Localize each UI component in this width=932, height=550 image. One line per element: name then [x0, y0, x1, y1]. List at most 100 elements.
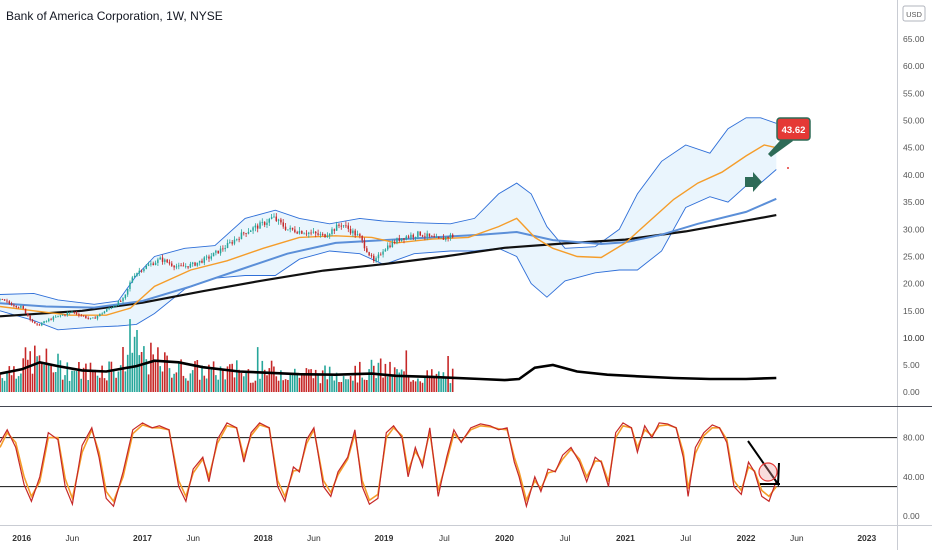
candle-body	[187, 266, 189, 268]
currency-badge[interactable]: USD	[902, 5, 926, 22]
volume-bar	[152, 354, 154, 392]
candle-body	[342, 225, 345, 227]
volume-bar	[96, 375, 99, 392]
candle-body	[13, 305, 15, 307]
volume-bar	[117, 371, 120, 392]
volume-bar	[356, 382, 359, 392]
candle-body	[175, 266, 178, 268]
volume-axis-tick: 5.00	[903, 360, 920, 370]
volume-bar	[414, 381, 417, 392]
candle-body	[236, 238, 238, 240]
price-axis-tick: 35.00	[903, 197, 925, 207]
price-axis-tick: 30.00	[903, 224, 925, 234]
volume-bar	[426, 370, 428, 392]
candle-body	[201, 260, 203, 263]
candle-body	[22, 306, 24, 309]
candle-body	[31, 319, 34, 322]
price-axis-tick: 15.00	[903, 306, 925, 316]
volume-bar	[335, 372, 338, 392]
candle-body	[96, 315, 99, 319]
candle-body	[36, 323, 38, 325]
moving-average-slow	[0, 214, 777, 318]
candle-body	[6, 300, 8, 302]
volume-bar	[3, 380, 6, 392]
time-axis-tick: 2021	[616, 533, 635, 543]
price-axis-tick: 55.00	[903, 88, 925, 98]
volume-bar	[112, 370, 115, 392]
volume-bar	[64, 375, 66, 392]
volume-bar	[182, 375, 185, 392]
candle-body	[424, 236, 426, 238]
price-callout[interactable]: 43.62	[768, 117, 811, 157]
candle-body	[80, 315, 82, 317]
candle-body	[347, 225, 349, 229]
candle-body	[180, 265, 182, 267]
candle-body	[361, 235, 363, 241]
candle-body	[261, 222, 264, 223]
price-axis-tick: 65.00	[903, 34, 925, 44]
candle-body	[247, 231, 250, 234]
volume-bar	[238, 369, 240, 392]
candle-body	[256, 225, 259, 229]
candle-body	[252, 227, 254, 231]
candle-body	[345, 225, 347, 227]
candle-body	[254, 225, 257, 228]
volume-bar	[428, 376, 431, 392]
candle-body	[438, 237, 440, 239]
volume-bar	[345, 379, 347, 392]
volume-bar	[222, 369, 224, 392]
volume-moving-average	[0, 359, 777, 382]
volume-bar	[287, 380, 289, 392]
stochastic-d-line	[0, 423, 777, 503]
volume-bar	[342, 376, 345, 392]
volume-bar	[442, 372, 445, 392]
candle-body	[396, 238, 398, 244]
volume-bar	[43, 364, 45, 392]
candle-body	[340, 225, 342, 227]
time-axis-tick: 2023	[857, 533, 876, 543]
candle-body	[380, 254, 382, 256]
volume-bar	[252, 382, 254, 392]
candle-body	[194, 262, 196, 266]
volume-bar	[180, 359, 182, 392]
volume-bar	[417, 378, 419, 392]
candle-body	[92, 317, 94, 319]
candle-body	[354, 230, 356, 236]
time-axis-tick: 2020	[495, 533, 514, 543]
volume-bar	[47, 363, 50, 392]
volume-bar	[198, 379, 201, 392]
moving-average-mid	[0, 197, 777, 309]
candle-body	[287, 229, 289, 231]
candle-body	[331, 229, 333, 234]
price-axis-tick: 50.00	[903, 116, 925, 126]
candle-body	[154, 262, 157, 265]
candle-body	[393, 241, 396, 244]
candle-body	[387, 245, 389, 250]
volume-bar	[368, 369, 370, 392]
candle-body	[34, 321, 36, 324]
volume-bar	[410, 381, 412, 392]
volume-bar	[389, 361, 391, 392]
candle-body	[384, 249, 387, 252]
volume-bar	[435, 373, 438, 392]
volume-bar	[259, 378, 261, 392]
candle-body	[433, 236, 435, 238]
volume-bar	[398, 372, 401, 392]
volume-bar	[273, 366, 275, 392]
volume-bar	[338, 382, 340, 392]
volume-bar	[10, 375, 13, 392]
candle-body	[68, 312, 71, 314]
volume-bar	[261, 360, 264, 392]
volume-bar	[310, 369, 312, 392]
volume-bar	[349, 376, 352, 392]
candle-body	[103, 311, 106, 314]
price-axis-tick: 10.00	[903, 333, 925, 343]
volume-bar	[361, 377, 363, 392]
candle-body	[356, 234, 359, 236]
chart-title: Bank of America Corporation, 1W, NYSE	[6, 9, 223, 23]
volume-bar	[59, 360, 62, 392]
volume-bar	[20, 373, 22, 392]
volume-bar	[161, 371, 164, 392]
